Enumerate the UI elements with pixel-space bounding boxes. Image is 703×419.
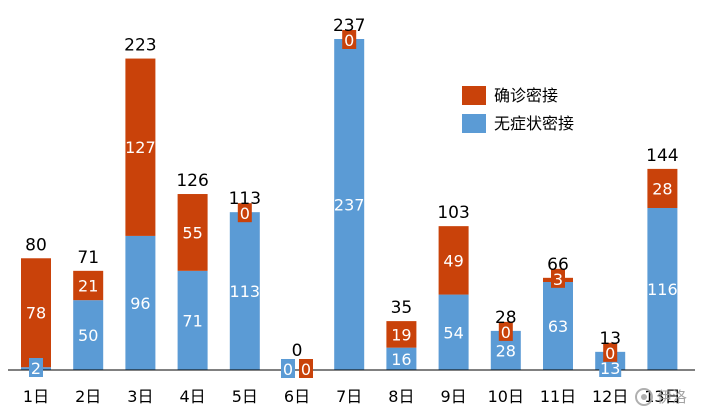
watermark-text: 伊洛 xyxy=(656,388,687,406)
total-label-12: 13 xyxy=(599,329,621,349)
label-confirmed-6: 0 xyxy=(301,360,311,379)
label-asymptomatic-11: 63 xyxy=(548,317,568,336)
label-confirmed-12-box xyxy=(603,342,618,362)
x-tick-labels: 1日 2日 3日 4日 5日 6日 7日 8日 9日 10日 11日 12日 13日 xyxy=(23,387,681,406)
x-tick-12: 12日 xyxy=(592,387,628,406)
label-asymptomatic-5: 113 xyxy=(230,282,261,301)
label-confirmed-7-box xyxy=(342,30,357,49)
legend-swatch-1 xyxy=(462,86,486,105)
label-confirmed-11-box xyxy=(551,268,565,288)
total-label-8: 35 xyxy=(391,298,413,318)
bar-confirmed-4 xyxy=(177,194,208,271)
label-confirmed-4: 55 xyxy=(182,223,202,242)
total-label-4: 126 xyxy=(176,171,208,191)
bar-asymptomatic-13 xyxy=(647,207,678,370)
label-confirmed-6-box xyxy=(299,359,313,378)
watermark: 伊洛 xyxy=(634,386,687,407)
legend-swatch-2 xyxy=(462,114,486,133)
x-tick-6: 6日 xyxy=(284,387,310,406)
label-asymptomatic-9: 54 xyxy=(443,323,463,342)
x-tick-9: 9日 xyxy=(441,387,467,406)
bar-confirmed-9 xyxy=(438,226,469,295)
label-confirmed-8-box xyxy=(390,324,413,344)
x-tick-8: 8日 xyxy=(388,387,414,406)
bar-asymptomatic-9 xyxy=(438,294,469,370)
label-confirmed-11: 3 xyxy=(553,270,563,289)
total-label-10: 28 xyxy=(495,308,517,328)
total-label-1: 80 xyxy=(25,235,47,255)
label-confirmed-5-box xyxy=(237,203,252,223)
x-tick-5: 5日 xyxy=(232,387,258,406)
label-confirmed-7: 0 xyxy=(344,31,354,50)
bar-asymptomatic-2 xyxy=(73,300,104,370)
total-label-13: 144 xyxy=(646,146,678,166)
total-label-7: 237 xyxy=(333,16,365,36)
bar-confirmed-13 xyxy=(647,168,678,208)
bar-asymptomatic-5 xyxy=(229,212,260,370)
wechat-icon xyxy=(634,387,653,406)
legend-label-1: 确诊密接 xyxy=(494,86,558,105)
x-tick-10: 10日 xyxy=(488,387,524,406)
label-confirmed-10-box xyxy=(498,321,513,341)
label-confirmed-5: 0 xyxy=(240,204,250,223)
label-confirmed-13: 28 xyxy=(652,179,672,198)
label-asymptomatic-2: 50 xyxy=(78,326,98,345)
x-tick-3: 3日 xyxy=(127,387,153,406)
total-label-3: 223 xyxy=(124,36,156,56)
total-label-9: 103 xyxy=(437,203,469,223)
label-asymptomatic-1: 2 xyxy=(31,359,41,378)
label-confirmed-12: 0 xyxy=(605,344,615,363)
bar-asymptomatic-3 xyxy=(125,235,156,370)
legend-label-2: 无症状密接 xyxy=(494,114,574,133)
label-asymptomatic-8-box xyxy=(390,348,413,368)
total-label-2: 71 xyxy=(77,248,99,268)
x-tick-1: 1日 xyxy=(23,387,49,406)
label-asymptomatic-7: 237 xyxy=(334,196,365,215)
bar-asymptomatic-7 xyxy=(334,39,365,370)
label-asymptomatic-12: 13 xyxy=(600,359,620,378)
total-label-6: 0 xyxy=(292,341,303,361)
total-label-5: 113 xyxy=(229,189,261,209)
label-asymptomatic-6: 0 xyxy=(283,360,293,379)
label-asymptomatic-3: 96 xyxy=(130,294,150,313)
total-label-11: 66 xyxy=(547,255,569,275)
label-asymptomatic-13: 116 xyxy=(647,280,678,299)
label-asymptomatic-4: 71 xyxy=(182,311,202,330)
bars-layer xyxy=(21,39,678,370)
bar-asymptomatic-4 xyxy=(177,270,208,370)
bar-asymptomatic-11 xyxy=(543,282,573,370)
label-asymptomatic-6-box xyxy=(281,359,295,378)
label-confirmed-9: 49 xyxy=(443,251,463,270)
bar-confirmed-2 xyxy=(73,270,104,301)
label-confirmed-2: 21 xyxy=(78,277,98,296)
x-tick-11: 11日 xyxy=(540,387,576,406)
bar-confirmed-1 xyxy=(21,258,51,368)
x-tick-2: 2日 xyxy=(75,387,101,406)
label-asymptomatic-8: 16 xyxy=(391,350,411,369)
x-tick-7: 7日 xyxy=(336,387,362,406)
label-asymptomatic-10: 28 xyxy=(496,341,516,360)
label-confirmed-8: 19 xyxy=(391,325,411,344)
x-tick-4: 4日 xyxy=(180,387,206,406)
bar-confirmed-3 xyxy=(125,58,156,236)
label-confirmed-3: 127 xyxy=(125,138,156,157)
label-confirmed-1: 78 xyxy=(26,304,46,323)
label-confirmed-10: 0 xyxy=(501,323,511,342)
label-asymptomatic-12-box xyxy=(599,358,622,377)
label-asymptomatic-1-box xyxy=(29,358,43,377)
x-tick-13: 13日 xyxy=(644,387,680,406)
